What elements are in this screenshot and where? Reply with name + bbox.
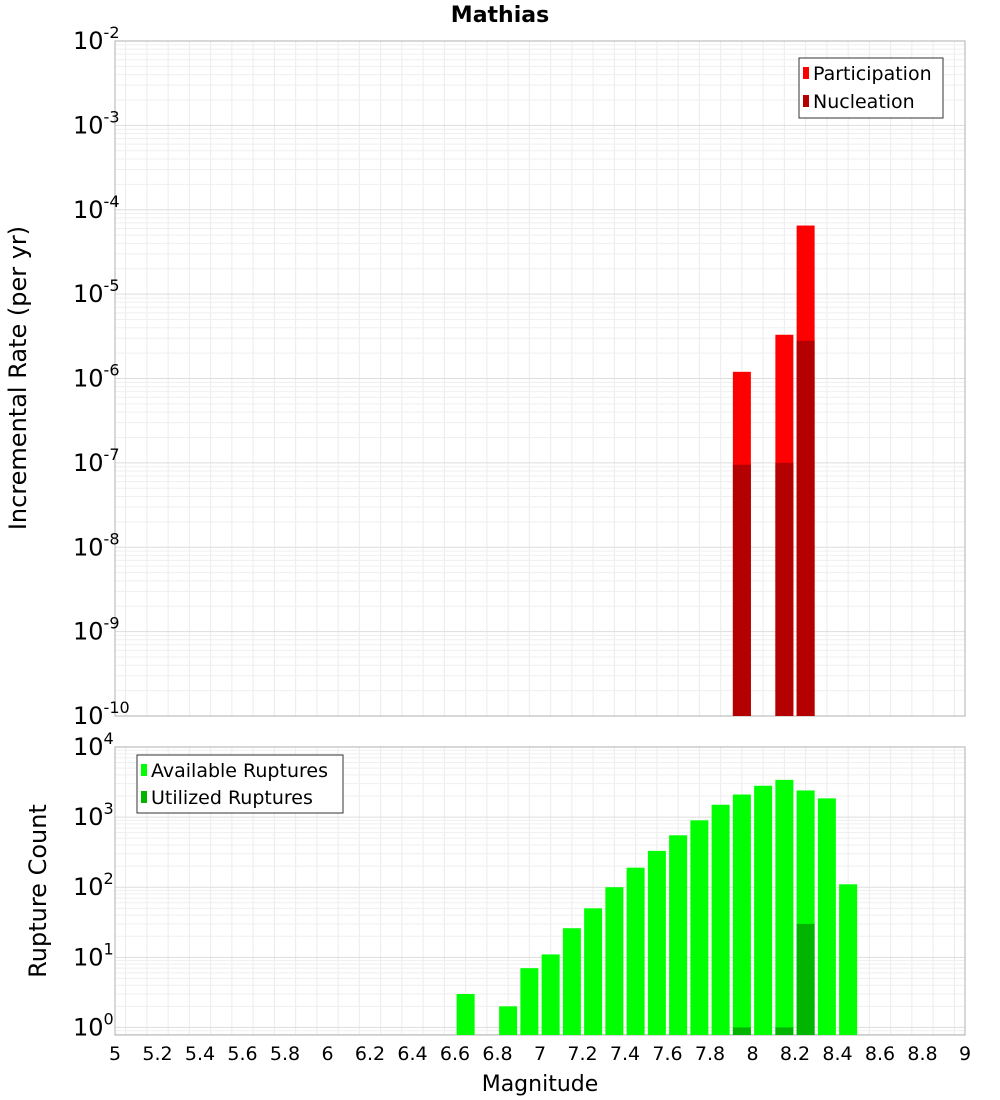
bar-available-ruptures (647, 850, 666, 1035)
bar-available-ruptures (626, 867, 645, 1035)
x-tick-label: 9 (959, 1043, 971, 1065)
x-tick-label: 6.6 (440, 1043, 470, 1065)
bottom-plot-x-ticks: 5 5.2 5.4 5.6 5.8 6 6.2 6.4 6.6 6.8 7 7.2 7.4 7.6 7.8 8… (109, 1043, 971, 1065)
x-tick-label: 6.4 (397, 1043, 427, 1065)
legend-swatch-nucleation (803, 95, 809, 107)
top-legend-box (798, 57, 944, 119)
bar-available-ruptures (817, 798, 836, 1035)
bottom-legend: Available Ruptures Utilized Ruptures (136, 754, 344, 814)
x-axis-label: Magnitude (482, 1072, 599, 1097)
top-plot-frame (114, 40, 966, 717)
x-tick-label: 7 (534, 1043, 546, 1065)
x-tick-label: 5.8 (270, 1043, 300, 1065)
x-tick-label: 6.2 (355, 1043, 385, 1065)
bar-available-ruptures (690, 820, 709, 1035)
bar-utilized-ruptures (732, 1027, 751, 1035)
y-tick-label: 10-8 (73, 529, 120, 561)
bar-available-ruptures (541, 954, 560, 1035)
bottom-plot-y-ticks: 100 101 102 103 104 (73, 729, 114, 1041)
legend-swatch-participation (803, 67, 809, 79)
legend-label-participation: Participation (813, 63, 932, 85)
top-plot-bars (732, 225, 815, 716)
bar-available-ruptures (775, 779, 794, 1035)
bottom-legend-box (136, 754, 344, 814)
legend-swatch-available (141, 764, 147, 776)
bar-nucleation (775, 462, 794, 716)
bar-available-ruptures (584, 908, 603, 1035)
y-tick-label: 10-6 (73, 361, 120, 393)
top-y-axis-label: Incremental Rate (per yr) (4, 226, 32, 530)
x-tick-label: 5.6 (227, 1043, 257, 1065)
bar-available-ruptures (562, 928, 581, 1035)
top-plot: 10-10 10-9 10-8 10-7 10-6 10-5 10-4 10-3 10-2 In… (4, 23, 966, 730)
bar-utilized-ruptures (796, 923, 815, 1035)
y-tick-label: 104 (73, 729, 114, 761)
y-tick-label: 102 (73, 869, 114, 901)
x-tick-label: 7.4 (610, 1043, 640, 1065)
top-plot-grid (115, 41, 965, 717)
bar-available-ruptures (754, 785, 773, 1035)
y-tick-label: 103 (73, 799, 114, 831)
x-tick-label: 7.6 (652, 1043, 682, 1065)
x-tick-label: 5.4 (185, 1043, 215, 1065)
legend-label-available: Available Ruptures (151, 760, 328, 782)
x-tick-label: 6.8 (482, 1043, 512, 1065)
legend-label-utilized: Utilized Ruptures (151, 787, 313, 809)
bottom-plot: 100 101 102 103 104 5 5.2 5.4 5.6 5.8 6 6.2 6.4 6.6 6… (24, 729, 971, 1097)
x-tick-label: 8.2 (780, 1043, 810, 1065)
y-tick-label: 100 (73, 1009, 114, 1041)
y-tick-label: 10-2 (73, 23, 120, 55)
x-tick-label: 7.2 (567, 1043, 597, 1065)
bar-available-ruptures (520, 968, 539, 1035)
bar-available-ruptures (711, 804, 730, 1035)
top-plot-y-ticks: 10-10 10-9 10-8 10-7 10-6 10-5 10-4 10-3 10-2 (73, 23, 130, 730)
bar-available-ruptures (669, 835, 688, 1035)
y-tick-label: 10-9 (73, 614, 120, 646)
y-tick-label: 10-5 (73, 276, 120, 308)
x-tick-label: 8.6 (865, 1043, 895, 1065)
chart-title: Mathias (451, 3, 549, 28)
bar-available-ruptures (839, 884, 858, 1035)
top-legend: Participation Nucleation (798, 57, 944, 119)
y-tick-label: 10-4 (73, 192, 120, 224)
bar-utilized-ruptures (775, 1027, 794, 1035)
x-tick-label: 8 (746, 1043, 758, 1065)
x-tick-label: 5 (109, 1043, 121, 1065)
y-tick-label: 101 (73, 939, 114, 971)
y-tick-label: 10-10 (73, 698, 130, 730)
bar-available-ruptures (605, 887, 624, 1035)
y-tick-label: 10-7 (73, 445, 120, 477)
legend-label-nucleation: Nucleation (813, 91, 915, 113)
bar-nucleation (796, 340, 815, 716)
bottom-y-axis-label: Rupture Count (24, 804, 52, 978)
bar-available-ruptures (732, 794, 751, 1035)
legend-swatch-utilized (141, 791, 147, 803)
bar-nucleation (732, 464, 751, 716)
x-tick-label: 6 (321, 1043, 333, 1065)
x-tick-label: 7.8 (695, 1043, 725, 1065)
bottom-plot-frame (114, 746, 966, 1036)
x-tick-label: 5.2 (142, 1043, 172, 1065)
bottom-plot-bars (456, 779, 858, 1035)
y-tick-label: 10-3 (73, 107, 120, 139)
x-tick-label: 8.4 (822, 1043, 852, 1065)
bar-available-ruptures (456, 993, 475, 1035)
x-tick-label: 8.8 (907, 1043, 937, 1065)
bar-available-ruptures (499, 1006, 518, 1035)
